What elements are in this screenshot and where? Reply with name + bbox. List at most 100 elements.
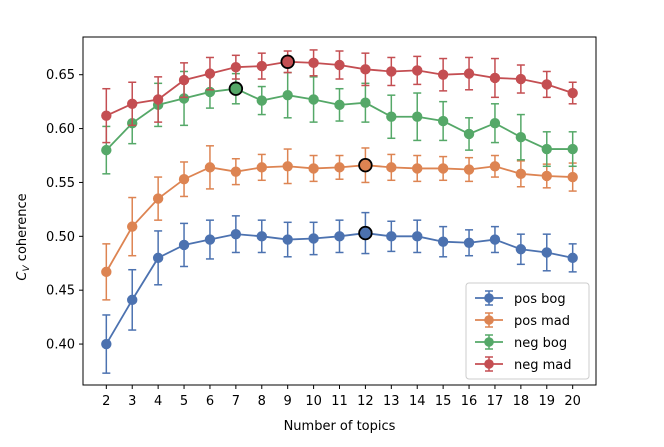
data-point [463,68,475,79]
data-point [152,94,164,105]
y-axis-label-rest: coherence [15,193,30,265]
y-tick-label: 0.40 [46,338,75,353]
data-point [386,66,397,77]
legend-marker [484,293,494,303]
data-point [334,59,345,71]
data-point [282,161,293,172]
data-point [101,144,112,156]
data-point [567,171,578,183]
data-point [360,97,371,108]
data-point [127,294,138,306]
x-tick-label: 15 [435,394,452,409]
legend-label: pos mad [514,314,570,329]
data-point [412,111,423,122]
y-tick-label: 0.50 [46,230,75,245]
data-point [541,170,552,182]
x-tick-label: 14 [409,394,426,409]
data-point [463,164,475,175]
data-point [204,234,216,245]
data-point [256,95,267,106]
data-point [256,60,267,72]
axis-ticks: 2 3 4 5 6 7 8 9 10 11 12 13 14 15 16 17 18 19 20 0.40 0.45 0.… [46,68,581,409]
data-point [308,94,319,105]
data-point [541,143,552,155]
data-point [308,163,319,174]
data-point [152,193,164,204]
data-point [463,128,475,140]
data-point [178,174,190,185]
legend: pos bog pos mad neg bog neg mad [465,282,590,380]
data-point [282,89,293,101]
data-point [541,247,552,258]
y-tick-label: 0.55 [46,176,75,191]
data-point [256,162,267,173]
x-tick-label: 6 [206,394,214,409]
data-point [282,234,293,245]
legend-marker [484,359,494,369]
y-tick-label: 0.60 [46,122,75,137]
data-point [515,168,527,180]
y-tick-label: 0.45 [46,284,75,299]
x-tick-label: 18 [513,394,530,409]
x-tick-label: 16 [461,394,478,409]
data-point [437,115,449,127]
legend-label: pos bog [514,292,566,307]
data-point [204,162,216,173]
data-point [515,73,527,85]
data-point [230,61,242,73]
best-point-marker [280,54,295,69]
data-point [334,162,345,173]
x-tick-label: 5 [180,394,188,409]
legend-entry: neg bog [475,334,567,351]
data-point [412,231,423,242]
data-point [230,166,242,177]
data-series [101,49,578,374]
legend-box [465,282,590,380]
data-point [334,99,345,111]
data-point [127,98,138,109]
data-point [386,162,397,173]
data-point [127,221,138,232]
series-pos-mad [101,145,578,301]
x-tick-label: 13 [383,394,400,409]
data-point [515,131,527,143]
x-tick-label: 11 [331,394,348,409]
legend-entry: neg mad [475,356,572,373]
data-point [437,163,449,174]
x-tick-label: 4 [154,394,162,409]
data-point [308,57,319,69]
data-point [489,161,501,172]
legend-entry: pos mad [475,312,570,329]
data-point [567,143,578,155]
data-point [437,236,449,247]
data-point [515,244,527,255]
data-point [101,338,112,350]
x-tick-label: 7 [232,394,240,409]
data-point [489,117,501,129]
data-point [412,163,423,174]
y-tick-label: 0.65 [46,68,75,83]
x-tick-label: 17 [487,394,504,409]
data-point [178,74,190,86]
x-tick-label: 9 [284,394,292,409]
data-point [360,64,371,75]
best-point-marker [358,158,373,173]
y-axis-label: CV coherence [15,193,32,280]
data-point [178,239,190,251]
x-tick-label: 10 [305,394,322,409]
data-point [101,266,112,278]
data-point [463,237,475,248]
data-point [489,234,501,245]
x-axis-label: Number of topics [284,419,396,434]
data-point [412,65,423,76]
data-point [256,231,267,242]
x-tick-label: 2 [102,394,110,409]
x-tick-label: 20 [564,394,581,409]
data-point [308,233,319,244]
legend-label: neg mad [514,358,572,373]
data-point [437,69,449,80]
series-line [105,164,573,273]
x-tick-label: 19 [538,394,555,409]
best-point-marker [358,225,373,241]
